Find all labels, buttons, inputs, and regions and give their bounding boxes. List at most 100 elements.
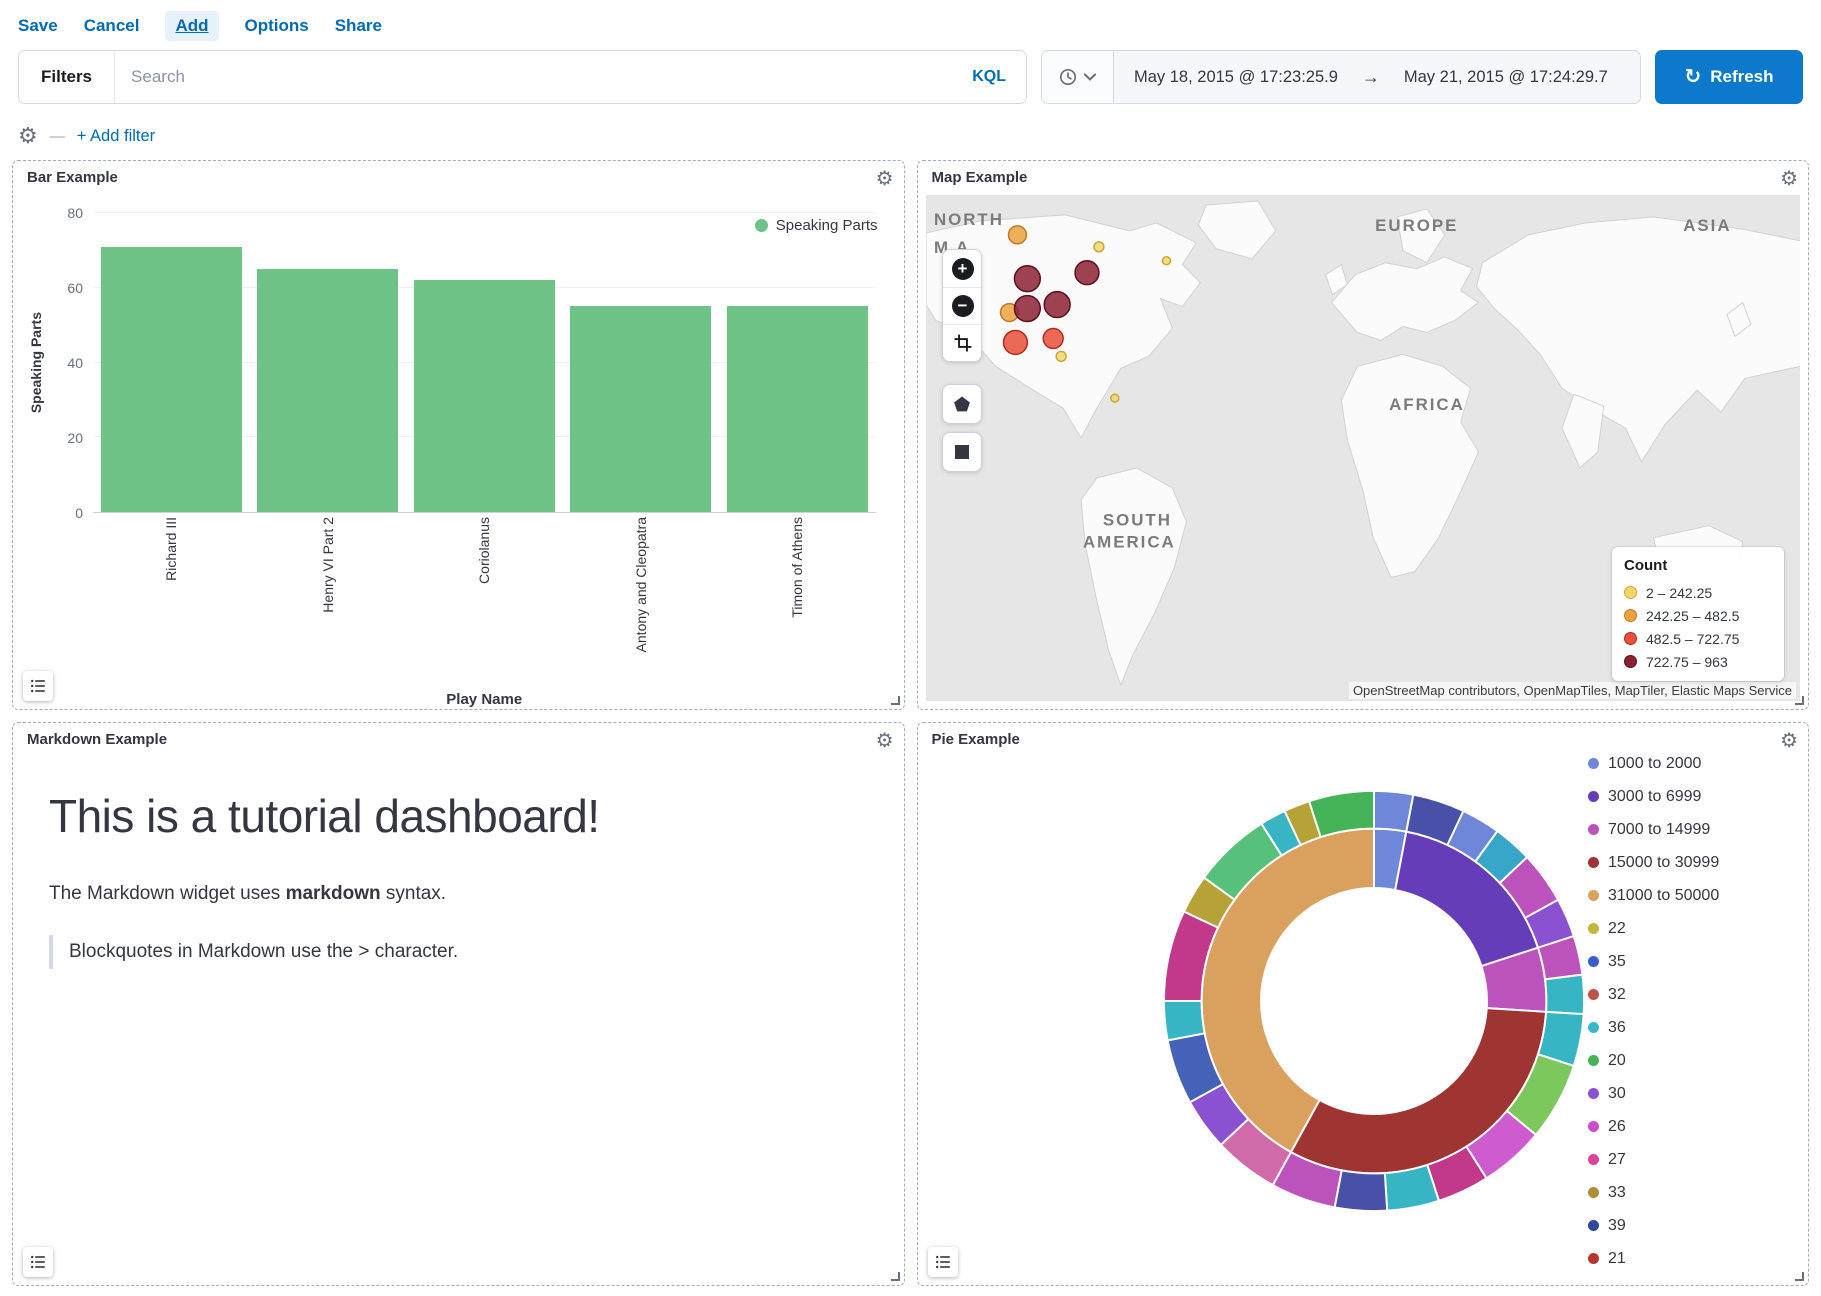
pie-legend-item[interactable]: 15000 to 30999 <box>1588 846 1788 879</box>
search-input[interactable] <box>115 67 953 87</box>
pie-outer-slice[interactable] <box>1332 1169 1388 1213</box>
filter-settings-gear-icon[interactable]: ⚙ <box>18 123 38 148</box>
resize-handle[interactable] <box>1795 696 1804 705</box>
resize-handle[interactable] <box>890 696 900 705</box>
bar-plot <box>93 212 876 513</box>
panel-title: Markdown Example <box>27 731 168 748</box>
y-tick-label: 60 <box>67 280 83 296</box>
pie-legend-item[interactable]: 31000 to 50000 <box>1588 879 1788 912</box>
map-legend: Count 2 – 242.25 242.25 – 482.5 482.5 – 72… <box>1612 547 1784 681</box>
legend-label: 39 <box>1608 1216 1626 1234</box>
y-tick-label: 0 <box>75 505 83 521</box>
date-from[interactable]: May 18, 2015 @ 17:23:25.9 <box>1134 67 1338 86</box>
pie-legend-item[interactable]: 22 <box>1588 912 1788 945</box>
kql-button[interactable]: KQL <box>972 68 1006 85</box>
panel-bar-example: Bar Example ⚙ Speaking Parts Speaking Pa… <box>12 160 905 710</box>
bar-chart: Speaking Parts 0 20 40 60 80 Richard III Henr… <box>25 203 886 708</box>
nav-options-link[interactable]: Options <box>244 16 309 35</box>
pie-legend-item[interactable]: 3000 to 6999 <box>1588 780 1788 813</box>
nav-save-link[interactable]: Save <box>18 16 58 35</box>
panel-list-icon[interactable] <box>927 1247 958 1277</box>
panel-gear-icon[interactable]: ⚙ <box>875 168 894 190</box>
crop-tool-button[interactable] <box>942 324 981 361</box>
map-marker[interactable] <box>1042 327 1064 350</box>
pie-outer-slice[interactable] <box>1307 789 1375 839</box>
pie-legend-item[interactable]: 26 <box>1588 1110 1788 1143</box>
bar[interactable] <box>570 306 712 512</box>
pie-legend-item[interactable]: 32 <box>1588 978 1788 1011</box>
legend-dot-icon <box>1588 758 1599 769</box>
map-marker[interactable] <box>1073 259 1100 286</box>
pie-legend-item[interactable]: 30 <box>1588 1077 1788 1110</box>
legend-dot-icon <box>1588 890 1599 901</box>
zoom-out-button[interactable]: − <box>942 287 981 324</box>
zoom-in-button[interactable]: + <box>942 250 981 287</box>
map-attribution: OpenStreetMap contributors, OpenMapTiles… <box>1348 682 1796 699</box>
panel-list-icon[interactable] <box>23 671 53 701</box>
nav-add-link[interactable]: Add <box>165 11 219 41</box>
pie-chart[interactable] <box>1156 783 1592 1219</box>
x-tick-label: Antony and Cleopatra <box>632 517 649 653</box>
map-marker[interactable] <box>1013 294 1041 323</box>
map-marker[interactable] <box>1002 329 1028 356</box>
map-label-south: SOUTH <box>1102 511 1171 530</box>
panel-gear-icon[interactable]: ⚙ <box>1780 730 1798 752</box>
panel-gear-icon[interactable]: ⚙ <box>1780 168 1798 190</box>
legend-dot-icon <box>1588 1253 1599 1264</box>
pie-legend-item[interactable]: 36 <box>1588 1011 1788 1044</box>
pie-legend-item[interactable]: 39 <box>1588 1209 1788 1242</box>
pie-legend-item[interactable]: 35 <box>1588 945 1788 978</box>
refresh-button[interactable]: ↻ Refresh <box>1655 50 1803 104</box>
map-marker[interactable] <box>1109 393 1120 403</box>
map-marker[interactable] <box>1043 290 1071 319</box>
bar[interactable] <box>413 280 555 512</box>
bar[interactable] <box>100 246 242 512</box>
bar-legend[interactable]: Speaking Parts <box>754 217 878 234</box>
legend-label: 722.75 – 963 <box>1646 653 1728 670</box>
markdown-heading: This is a tutorial dashboard! <box>49 790 600 842</box>
bar[interactable] <box>257 269 399 512</box>
map-marker[interactable] <box>1161 256 1171 266</box>
panel-gear-icon[interactable]: ⚙ <box>875 730 894 752</box>
pie-legend-item[interactable]: 33 <box>1588 1176 1788 1209</box>
markdown-content: This is a tutorial dashboard! The Markdo… <box>49 789 874 969</box>
x-tick-label: Richard III <box>163 517 180 581</box>
clock-icon <box>1059 68 1077 86</box>
map-marker[interactable] <box>1054 350 1067 363</box>
x-tick-label: Henry VI Part 2 <box>319 517 336 613</box>
nav-share-link[interactable]: Share <box>334 16 382 35</box>
map[interactable]: NORTH M A EUROPE ASIA AFRICA SOUTH AMERI… <box>925 195 1800 701</box>
filters-button[interactable]: Filters <box>19 51 116 103</box>
resize-handle[interactable] <box>1795 1272 1804 1281</box>
panel-title: Bar Example <box>27 169 118 186</box>
map-marker[interactable] <box>1007 225 1027 245</box>
pie-outer-slice[interactable] <box>1162 1000 1206 1042</box>
panel-list-icon[interactable] <box>23 1247 53 1277</box>
panel-markdown-example: Markdown Example ⚙ This is a tutorial da… <box>12 722 905 1286</box>
map-label-africa: AFRICA <box>1389 395 1465 414</box>
map-marker[interactable] <box>1092 241 1105 253</box>
bars <box>93 213 876 512</box>
pie-legend-item[interactable]: 21 <box>1588 1242 1788 1275</box>
map-legend-item: 2 – 242.25 <box>1624 581 1772 604</box>
pie-legend-item[interactable]: 27 <box>1588 1143 1788 1176</box>
add-filter-button[interactable]: + Add filter <box>76 126 156 145</box>
resize-handle[interactable] <box>890 1272 900 1281</box>
pie-legend-item[interactable]: 1000 to 2000 <box>1588 747 1788 780</box>
pie-legend-item[interactable]: 20 <box>1588 1044 1788 1077</box>
legend-label: 30 <box>1608 1084 1626 1102</box>
date-to[interactable]: May 21, 2015 @ 17:24:29.7 <box>1403 67 1608 86</box>
refresh-icon: ↻ <box>1684 66 1702 88</box>
pie-legend-item[interactable]: 7000 to 14999 <box>1588 813 1788 846</box>
quick-select-button[interactable] <box>1042 51 1114 103</box>
panel-header: Pie Example ⚙ <box>932 731 1799 751</box>
legend-dot-icon <box>1624 632 1637 645</box>
bar[interactable] <box>726 306 868 512</box>
nav-cancel-link[interactable]: Cancel <box>83 16 140 35</box>
refresh-label: Refresh <box>1710 67 1774 86</box>
map-marker[interactable] <box>1013 264 1041 293</box>
rectangle-tool-button[interactable] <box>941 432 982 472</box>
panel-title: Map Example <box>931 169 1028 186</box>
polygon-tool-button[interactable] <box>941 384 982 424</box>
pie-outer-slice[interactable] <box>1543 973 1585 1016</box>
